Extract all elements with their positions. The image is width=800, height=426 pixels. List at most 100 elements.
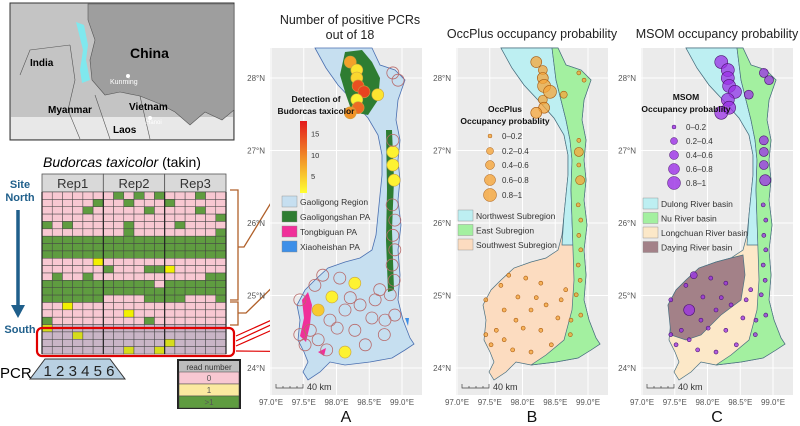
site-occupancy-point <box>576 233 582 238</box>
pcr-numbers: 1 2 3 4 5 6 <box>44 363 115 380</box>
site-occupancy-point <box>748 287 754 293</box>
grid-cell <box>143 258 155 266</box>
grid-cell <box>82 206 94 215</box>
grid-cell <box>82 309 94 318</box>
site-detection <box>325 290 339 304</box>
grid-cell <box>133 294 145 303</box>
site-occupancy-point <box>576 138 582 143</box>
site-occupancy-point <box>758 292 764 298</box>
site-occupancy-point <box>543 84 557 99</box>
legend-label: >1 <box>204 398 214 407</box>
grid-cell <box>62 191 73 200</box>
site-occupancy-point <box>760 262 766 268</box>
legend-label: 0.6–0.8 <box>686 165 713 174</box>
site-occupancy-point <box>759 135 769 146</box>
grid-cell <box>103 280 114 288</box>
grid-cell <box>143 309 155 318</box>
lat-tick-label: 24°N <box>618 364 636 373</box>
grid-cell <box>113 346 125 355</box>
site-occupancy-point <box>574 147 584 157</box>
grid-cell <box>51 280 63 288</box>
grid-cell <box>143 235 155 244</box>
grid-cell <box>215 331 227 340</box>
grid-cell <box>164 280 176 288</box>
site-occupancy-point <box>555 315 561 321</box>
grid-cell <box>51 272 63 281</box>
grid-cell <box>62 221 73 230</box>
panel-B: 28°N 27°N 26°N 25°N 24°N 97.0°E 97.5°E 98.0°E 98… <box>433 27 618 426</box>
grid-cell <box>215 258 227 266</box>
grid-cell <box>103 206 114 215</box>
site-no-detection <box>330 321 344 335</box>
site-occupancy-point <box>759 160 769 170</box>
grid-cell <box>103 339 114 347</box>
grid-cell <box>195 191 206 200</box>
grid-cell <box>113 228 125 237</box>
grid-cell <box>62 228 73 237</box>
site-no-detection <box>343 291 357 305</box>
lat-tick-label: 28°N <box>433 74 451 83</box>
site-no-detection <box>386 228 400 242</box>
site-detection <box>386 158 400 172</box>
site-occupancy-point <box>523 275 529 281</box>
grid-cell <box>62 199 73 207</box>
grid-cell <box>113 191 125 200</box>
grid-cell <box>82 265 94 274</box>
legend-header-bg <box>179 361 239 372</box>
grid-cell <box>113 243 125 252</box>
lon-tick-label: 99.0°E <box>761 398 785 407</box>
grid-cell <box>82 272 94 281</box>
grid-cell <box>205 331 217 340</box>
site-no-detection <box>348 323 362 337</box>
grid-cell <box>205 302 217 311</box>
site-occupancy-point <box>668 297 674 303</box>
site-no-detection <box>388 213 402 227</box>
pcr-trapezoid <box>29 358 126 380</box>
grid-cell <box>113 206 125 215</box>
grid-cell <box>62 287 73 296</box>
legend-size-key <box>486 147 494 155</box>
legend-label: Northwest Subregion <box>476 211 556 221</box>
site-occupancy-point <box>513 317 519 323</box>
grid-cell <box>154 272 165 281</box>
grid-cell <box>62 243 73 252</box>
hanoi-dot <box>148 116 152 120</box>
grid-cell <box>123 294 135 303</box>
grid-cell <box>72 199 84 207</box>
grid-cell <box>72 206 84 215</box>
lon-tick-label: 97.0°E <box>445 398 469 407</box>
site-occupancy-point <box>549 342 554 348</box>
grid-cell <box>195 287 206 296</box>
grid-cell <box>174 294 186 303</box>
grid-cell <box>113 258 125 266</box>
lat-tick-label: 25°N <box>433 292 451 301</box>
map-panels: 28°N 27°N 26°N 25°N 24°N 97.0°E 97.5°E 98.0°E 98… <box>247 13 799 426</box>
legend-label: 0.2–0.4 <box>686 137 713 146</box>
site-no-detection <box>388 243 402 257</box>
legend-swatch <box>281 210 298 223</box>
grid-cell <box>123 221 135 230</box>
site-detection <box>338 345 352 359</box>
grid-cell <box>123 331 135 340</box>
grid-cell <box>82 302 94 311</box>
legend-size-key <box>483 188 497 202</box>
grid-cell <box>154 331 165 340</box>
grid-cell <box>51 221 63 230</box>
grid-cell <box>164 213 176 222</box>
legend-label: Daying River basin <box>661 243 733 253</box>
grid-cell <box>154 258 165 266</box>
site-occupancy-point <box>713 307 719 313</box>
site-occupancy-point <box>530 107 543 119</box>
grid-cell <box>184 265 196 274</box>
grid-cell <box>205 199 217 207</box>
site-no-detection <box>387 273 401 287</box>
panel-title: OccPlus occupancy probability <box>447 27 618 41</box>
grid-cell <box>92 272 104 281</box>
legend-size-key <box>485 160 495 170</box>
grid-cell <box>205 250 217 259</box>
grid-cell <box>184 199 196 207</box>
grid-cell <box>41 206 53 215</box>
grid-cell <box>184 258 196 266</box>
site-occupancy-point <box>563 287 569 293</box>
grid-cell <box>51 302 63 311</box>
